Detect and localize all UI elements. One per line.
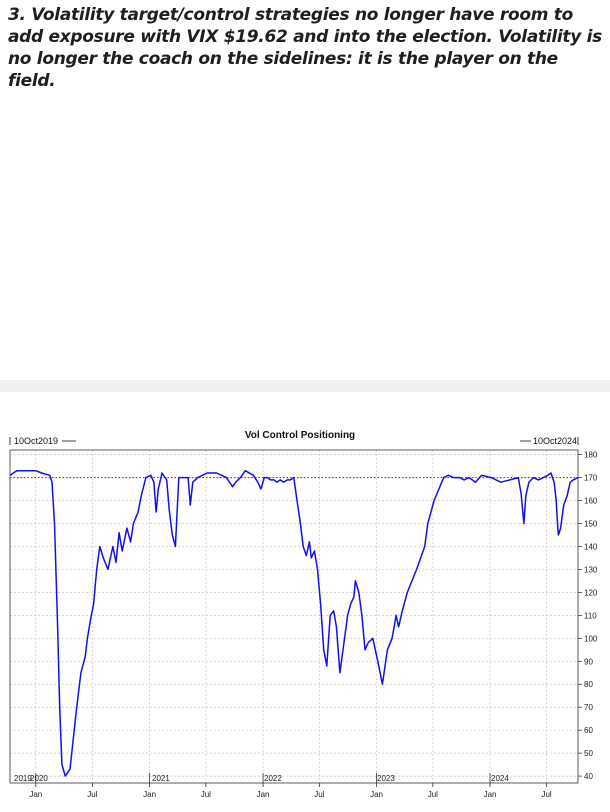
y-tick-label: 70 (584, 703, 593, 712)
x-month-label: Jul (428, 790, 438, 799)
y-tick-label: 60 (584, 726, 593, 735)
x-year-label: 2023 (377, 774, 395, 783)
vol-control-chart: 40 50 60 70 80 90 100 110 120 130 140 150 160 170 180 J… (9, 430, 598, 799)
range-start-label: 10Oct2019 (14, 436, 58, 446)
y-tick-label: 160 (584, 497, 598, 506)
y-tick-label: 180 (584, 451, 598, 460)
y-tick-label: 110 (584, 611, 597, 620)
vol-control-series-line (9, 469, 579, 777)
section-divider-band (0, 380, 610, 392)
x-month-label: Jan (257, 790, 270, 799)
x-year-label: 2020 (30, 774, 48, 783)
x-year-label: 2019 (14, 774, 32, 783)
page-heading: 3. Volatility target/control strategies … (8, 5, 602, 91)
x-year-label: 2021 (152, 774, 170, 783)
y-tick-label: 40 (584, 772, 593, 781)
y-tick-label: 90 (584, 657, 593, 666)
x-month-label: Jul (201, 790, 211, 799)
y-tick-label: 140 (584, 542, 598, 551)
x-month-label: Jul (87, 790, 97, 799)
range-end-label: 10Oct2024 (533, 436, 577, 446)
y-tick-label: 100 (584, 634, 598, 643)
x-month-label: Jul (541, 790, 551, 799)
y-tick-label: 50 (584, 749, 593, 758)
x-month-label: Jan (29, 790, 42, 799)
x-month-label: Jan (484, 790, 497, 799)
plot-frame (9, 449, 579, 784)
x-month-label: Jan (370, 790, 383, 799)
x-month-label: Jan (143, 790, 156, 799)
chart-title: Vol Control Positioning (245, 430, 355, 441)
y-tick-label: 150 (584, 519, 598, 528)
y-tick-label: 80 (584, 680, 593, 689)
y-tick-label: 170 (584, 474, 598, 483)
chart-container: 40 50 60 70 80 90 100 110 120 130 140 150 160 170 180 J… (0, 420, 610, 807)
y-tick-label: 130 (584, 565, 598, 574)
x-year-label: 2022 (264, 774, 282, 783)
y-tick-label: 120 (584, 588, 598, 597)
x-month-label: Jul (314, 790, 324, 799)
x-year-label: 2024 (491, 774, 509, 783)
